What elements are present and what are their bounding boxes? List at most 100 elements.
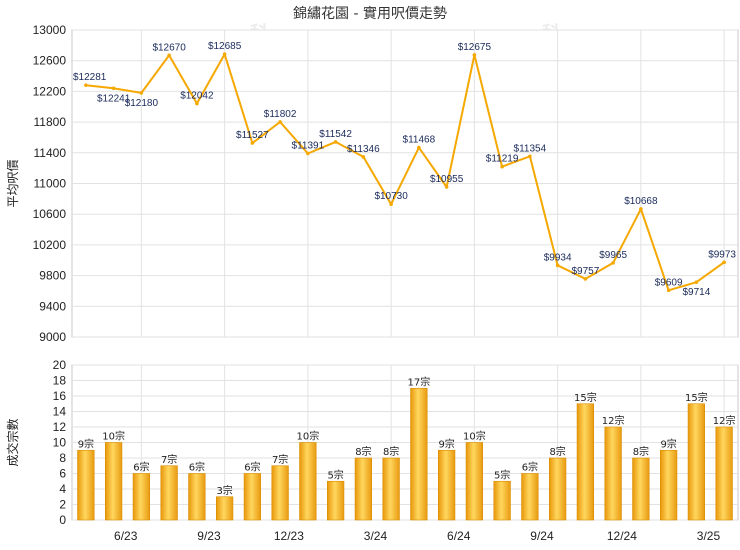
price-data-label: $11219 bbox=[486, 154, 519, 165]
volume-bar bbox=[632, 457, 650, 521]
volume-bar-label: 6宗 bbox=[244, 461, 260, 474]
price-point bbox=[528, 154, 532, 159]
volume-bar-label: 3宗 bbox=[216, 484, 232, 497]
volume-bar bbox=[521, 473, 539, 521]
volume-bar-label: 5宗 bbox=[494, 468, 510, 481]
volume-bar-label: 9宗 bbox=[660, 437, 676, 450]
price-point bbox=[278, 120, 282, 124]
price-point bbox=[250, 141, 255, 145]
volume-bar bbox=[243, 473, 262, 521]
price-point bbox=[694, 280, 699, 285]
price-data-label: $9714 bbox=[682, 287, 710, 298]
price-y-tick-label: 10200 bbox=[33, 238, 67, 252]
volume-y-tick-label: 6 bbox=[59, 467, 66, 481]
price-data-label: $12670 bbox=[152, 42, 186, 53]
volume-bar bbox=[326, 480, 345, 521]
price-point bbox=[333, 140, 338, 144]
price-data-label: $9757 bbox=[571, 266, 599, 277]
price-data-label: $11346 bbox=[347, 144, 380, 155]
volume-bar-label: 15宗 bbox=[574, 391, 597, 404]
volume-bar-label: 9宗 bbox=[78, 437, 94, 450]
price-data-label: $12180 bbox=[125, 98, 159, 109]
price-data-label: $10730 bbox=[374, 191, 408, 202]
volume-y-tick-label: 16 bbox=[53, 389, 67, 403]
volume-y-tick-label: 18 bbox=[53, 374, 67, 388]
price-y-tick-label: 11400 bbox=[34, 146, 67, 160]
price-data-label: $12685 bbox=[208, 41, 242, 52]
volume-bar bbox=[604, 426, 622, 521]
volume-bar-label: 6宗 bbox=[133, 461, 149, 474]
volume-bar-label: 7宗 bbox=[272, 453, 288, 466]
volume-bar bbox=[659, 449, 678, 521]
volume-y-tick-label: 10 bbox=[53, 436, 67, 450]
price-data-label: $11802 bbox=[264, 109, 297, 120]
x-tick-label: 9/24 bbox=[530, 529, 554, 543]
volume-bar bbox=[548, 457, 567, 521]
volume-y-tick-label: 20 bbox=[53, 358, 67, 372]
volume-y-tick-label: 0 bbox=[59, 513, 66, 527]
volume-bar-label: 5宗 bbox=[327, 468, 343, 481]
volume-bar-label: 9宗 bbox=[438, 437, 454, 450]
volume-bar-label: 8宗 bbox=[633, 445, 649, 458]
price-point bbox=[111, 86, 116, 91]
volume-bar bbox=[465, 442, 483, 521]
price-point bbox=[444, 185, 449, 189]
price-y-tick-label: 9000 bbox=[39, 330, 66, 344]
price-point bbox=[611, 261, 615, 265]
volume-bar bbox=[160, 465, 178, 521]
price-point bbox=[639, 207, 643, 211]
price-data-label: $12042 bbox=[180, 91, 214, 102]
volume-bar bbox=[382, 457, 400, 521]
volume-bar bbox=[132, 473, 151, 521]
price-data-label: $11468 bbox=[403, 135, 436, 146]
volume-bar bbox=[687, 403, 705, 521]
price-data-label: $11542 bbox=[319, 129, 352, 140]
volume-bar-label: 6宗 bbox=[522, 461, 538, 474]
chart-title: 錦繡花園 - 實用呎價走勢 bbox=[293, 5, 447, 22]
x-tick-label: 6/24 bbox=[447, 529, 471, 543]
price-point bbox=[222, 52, 227, 56]
price-panel: 9000 9400 9800 10200 10600 11000 11400 11800 122… bbox=[6, 23, 739, 344]
volume-bar bbox=[354, 457, 372, 521]
price-y-tick-label: 12200 bbox=[33, 84, 67, 98]
x-tick-label: 9/23 bbox=[197, 529, 221, 543]
price-y-axis-label: 平均呎價 bbox=[6, 159, 20, 207]
volume-bar-label: 12宗 bbox=[713, 414, 736, 427]
price-point bbox=[472, 53, 477, 57]
price-data-label: $12281 bbox=[73, 72, 107, 83]
price-series-line bbox=[85, 53, 725, 292]
price-data-label: $9965 bbox=[599, 250, 627, 261]
price-data-label: $9973 bbox=[708, 249, 736, 260]
volume-bar bbox=[437, 449, 456, 521]
volume-bar-label: 10宗 bbox=[463, 430, 486, 443]
price-data-label: $11391 bbox=[292, 140, 325, 151]
volume-bar-label: 10宗 bbox=[102, 430, 125, 443]
x-tick-label: 12/24 bbox=[607, 529, 637, 543]
price-point bbox=[722, 260, 726, 265]
price-y-tick-label: 9400 bbox=[39, 299, 66, 313]
volume-bar bbox=[216, 496, 234, 521]
volume-y-tick-label: 8 bbox=[59, 451, 66, 465]
volume-bar bbox=[576, 403, 594, 521]
volume-y-axis-label: 成交宗數 bbox=[5, 418, 20, 466]
volume-y-tick-label: 4 bbox=[59, 482, 66, 496]
price-point bbox=[167, 53, 171, 58]
volume-bar bbox=[715, 426, 733, 521]
price-point bbox=[306, 151, 310, 156]
volume-bar-label: 10宗 bbox=[297, 430, 320, 443]
volume-y-tick-label: 12 bbox=[53, 420, 67, 434]
volume-bar bbox=[105, 442, 123, 521]
price-point bbox=[555, 263, 560, 268]
price-y-tick-label: 13000 bbox=[33, 23, 67, 37]
price-point bbox=[666, 288, 671, 293]
price-data-label: $9934 bbox=[544, 252, 572, 263]
price-point bbox=[417, 145, 421, 150]
volume-bar-label: 17宗 bbox=[408, 375, 431, 388]
volume-bar-label: 8宗 bbox=[549, 445, 565, 458]
price-point bbox=[195, 101, 199, 106]
volume-bar bbox=[77, 449, 95, 521]
x-tick-label: 3/25 bbox=[697, 529, 721, 543]
price-point bbox=[84, 83, 88, 87]
